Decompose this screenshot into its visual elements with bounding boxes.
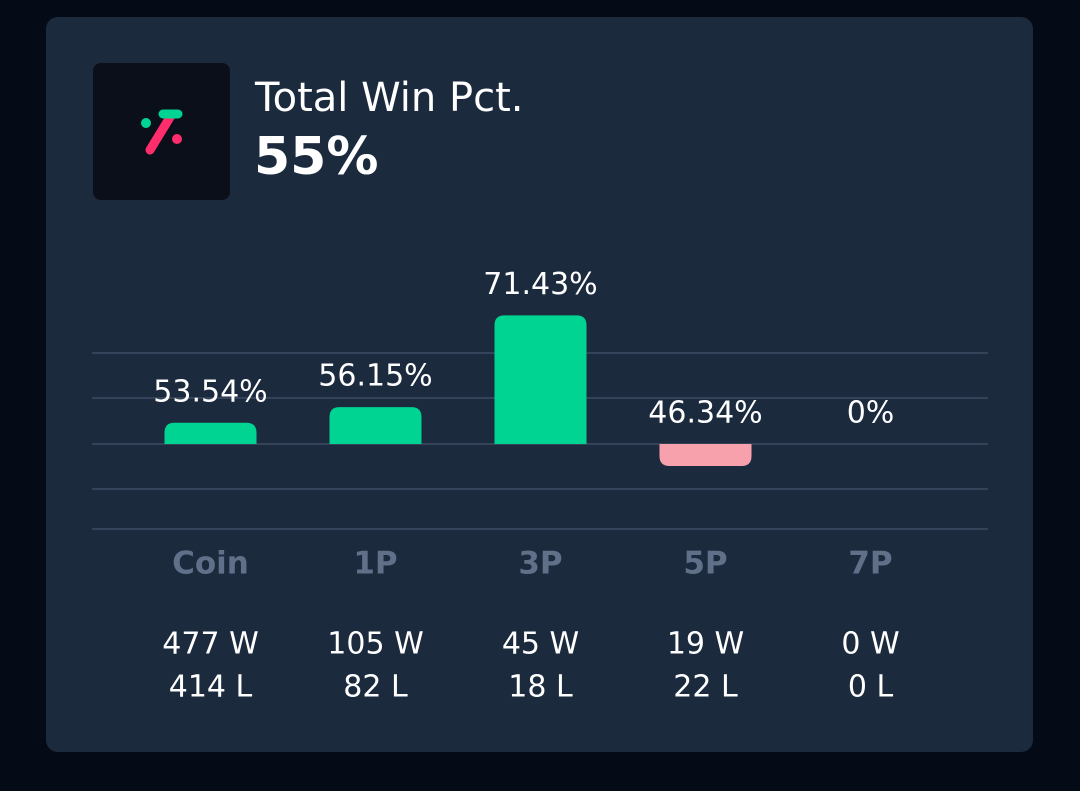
value-label: 56.15% xyxy=(318,359,432,394)
bar xyxy=(164,422,257,444)
x-tick-label: 5P xyxy=(683,546,727,582)
wins-label: 105 W xyxy=(327,627,423,662)
losses-label: 18 L xyxy=(508,670,573,705)
value-label: 71.43% xyxy=(483,267,597,302)
bar xyxy=(329,407,422,444)
bar xyxy=(494,315,587,444)
x-tick-label: 7P xyxy=(848,546,892,582)
value-label: 46.34% xyxy=(648,396,762,431)
x-tick-label: 3P xyxy=(518,546,562,582)
wins-label: 19 W xyxy=(667,627,744,662)
x-tick-label: Coin xyxy=(172,546,249,582)
value-label: 0% xyxy=(847,396,895,431)
losses-label: 414 L xyxy=(169,670,253,705)
bar xyxy=(659,444,752,466)
chart-title: Total Win Pct. xyxy=(254,75,524,121)
wins-label: 0 W xyxy=(841,627,899,662)
x-tick-label: 1P xyxy=(353,546,397,582)
wins-label: 477 W xyxy=(162,627,258,662)
value-label: 53.54% xyxy=(153,374,267,409)
total-value: 55% xyxy=(254,127,378,187)
losses-label: 22 L xyxy=(673,670,738,705)
icon-dot xyxy=(141,118,151,128)
icon-dot xyxy=(172,134,182,144)
losses-label: 82 L xyxy=(343,670,408,705)
icon-slash xyxy=(145,109,177,155)
losses-label: 0 L xyxy=(848,670,894,705)
wins-label: 45 W xyxy=(502,627,579,662)
